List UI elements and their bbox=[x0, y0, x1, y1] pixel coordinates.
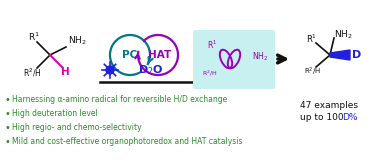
Text: R$^1$: R$^1$ bbox=[207, 39, 217, 51]
Text: D$_2$O: D$_2$O bbox=[138, 63, 163, 77]
Text: Harnessing α-amino radical for reversible H/D exchange: Harnessing α-amino radical for reversibl… bbox=[12, 96, 227, 105]
Text: NH$_2$: NH$_2$ bbox=[334, 29, 353, 41]
Circle shape bbox=[106, 66, 114, 74]
Text: •: • bbox=[5, 109, 11, 119]
Text: •: • bbox=[5, 95, 11, 105]
Text: PC: PC bbox=[122, 50, 138, 60]
Text: R$^1$: R$^1$ bbox=[28, 31, 40, 43]
Text: D%: D% bbox=[342, 114, 358, 123]
Polygon shape bbox=[330, 50, 350, 60]
Text: HAT: HAT bbox=[149, 50, 172, 60]
Text: High deuteration level: High deuteration level bbox=[12, 110, 98, 119]
Text: H: H bbox=[60, 67, 70, 77]
Text: •: • bbox=[5, 137, 11, 147]
Text: up to 100: up to 100 bbox=[300, 114, 347, 123]
Text: High regio- and chemo-selectivity: High regio- and chemo-selectivity bbox=[12, 124, 142, 132]
Text: R$^2$/H: R$^2$/H bbox=[23, 67, 41, 79]
Text: R$^2$/H: R$^2$/H bbox=[202, 68, 218, 78]
Text: •: • bbox=[5, 123, 11, 133]
Text: R$^1$: R$^1$ bbox=[307, 33, 318, 45]
Text: D: D bbox=[352, 50, 361, 60]
Text: R$^2$/H: R$^2$/H bbox=[304, 66, 321, 78]
Text: NH$_2$: NH$_2$ bbox=[68, 35, 87, 47]
Text: Mild and cost-effective organophotoredox and HAT catalysis: Mild and cost-effective organophotoredox… bbox=[12, 137, 243, 146]
FancyBboxPatch shape bbox=[193, 30, 275, 89]
Text: NH$_2$: NH$_2$ bbox=[252, 51, 268, 63]
Text: 47 examples: 47 examples bbox=[300, 101, 358, 110]
